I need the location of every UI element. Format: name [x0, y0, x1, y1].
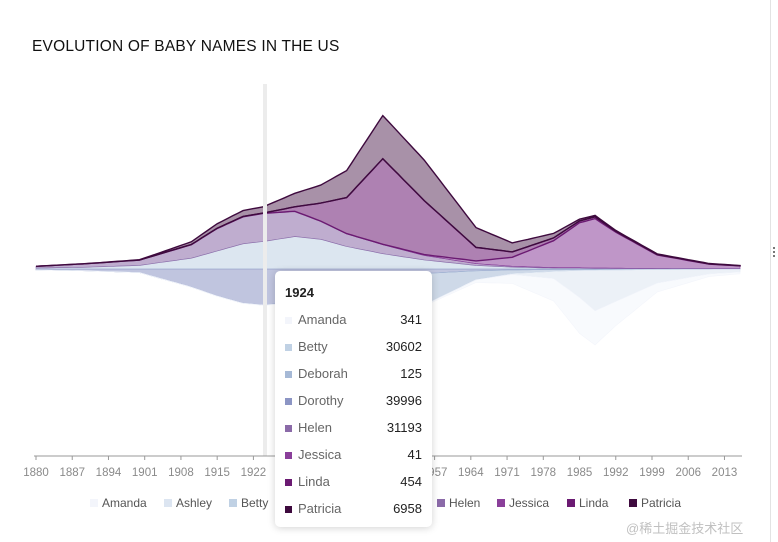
- legend-swatch-patricia[interactable]: [629, 499, 637, 507]
- tooltip-swatch-amanda: [285, 317, 292, 324]
- panel-divider: [770, 0, 771, 542]
- x-tick-label: 1887: [59, 467, 85, 479]
- tooltip-row: Helen 31193: [285, 419, 422, 437]
- x-tick-label: 1880: [23, 467, 49, 479]
- x-tick-label: 1894: [96, 467, 122, 479]
- tooltip-row: Dorothy 39996: [285, 392, 422, 410]
- tooltip-swatch-helen: [285, 425, 292, 432]
- tooltip-row-value: 30602: [385, 339, 422, 354]
- x-tick-label: 1999: [639, 467, 665, 479]
- legend-label[interactable]: Jessica: [509, 496, 549, 510]
- x-tick-label: 1901: [132, 467, 158, 479]
- tooltip-row-name: Betty: [298, 339, 328, 354]
- legend-label[interactable]: Betty: [241, 496, 268, 510]
- tooltip-row-name: Dorothy: [298, 393, 344, 408]
- tooltip-row-name: Linda: [298, 474, 330, 489]
- x-tick-label: 2013: [712, 467, 738, 479]
- tooltip-swatch-betty: [285, 344, 292, 351]
- legend-swatch-betty[interactable]: [229, 499, 237, 507]
- x-tick-label: 1922: [241, 467, 267, 479]
- legend-label[interactable]: Helen: [449, 496, 480, 510]
- tooltip-row-name: Deborah: [298, 366, 348, 381]
- area-amanda[interactable]: [35, 269, 741, 346]
- tooltip-row: Amanda 341: [285, 311, 422, 329]
- tooltip-swatch-dorothy: [285, 398, 292, 405]
- tooltip-row-value: 31193: [386, 420, 422, 435]
- tooltip-row-value: 454: [400, 474, 422, 489]
- tooltip-row-value: 341: [400, 312, 422, 327]
- tooltip-row-value: 39996: [385, 393, 422, 408]
- legend-swatch-jessica[interactable]: [497, 499, 505, 507]
- tooltip-row-value: 125: [400, 366, 422, 381]
- x-tick-label: 1915: [204, 467, 230, 479]
- legend-label[interactable]: Ashley: [176, 496, 212, 510]
- x-tick-label: 1992: [603, 467, 629, 479]
- chart-tooltip: 1924 Amanda 341 Betty 30602 Deborah 125 …: [275, 271, 432, 527]
- chart-title: EVOLUTION OF BABY NAMES IN THE US: [32, 38, 340, 55]
- x-tick-label: 1971: [494, 467, 520, 479]
- x-tick-label: 1964: [458, 467, 484, 479]
- tooltip-row-name: Amanda: [298, 312, 347, 327]
- legend-swatch-amanda[interactable]: [90, 499, 98, 507]
- legend-label[interactable]: Amanda: [102, 496, 147, 510]
- x-tick-label: 1978: [530, 467, 556, 479]
- area-patricia[interactable]: [35, 114, 741, 267]
- legend-label[interactable]: Patricia: [641, 496, 681, 510]
- tooltip-swatch-linda: [285, 479, 292, 486]
- resize-handle-dot[interactable]: [773, 247, 775, 249]
- tooltip-row: Betty 30602: [285, 338, 422, 356]
- resize-handle-dot[interactable]: [773, 251, 775, 253]
- tooltip-row-value: 6958: [393, 501, 422, 516]
- x-tick-label: 1908: [168, 467, 194, 479]
- tooltip-row: Linda 454: [285, 473, 422, 491]
- tooltip-row-name: Patricia: [298, 501, 342, 516]
- legend-swatch-linda[interactable]: [567, 499, 575, 507]
- tooltip-swatch-patricia: [285, 506, 292, 513]
- tooltip-row-name: Jessica: [298, 447, 342, 462]
- x-tick-label: 2006: [675, 467, 701, 479]
- tooltip-swatch-jessica: [285, 452, 292, 459]
- tooltip-row-value: 41: [407, 447, 422, 462]
- legend-swatch-ashley[interactable]: [164, 499, 172, 507]
- x-tick-label: 1985: [567, 467, 593, 479]
- tooltip-row-name: Helen: [298, 420, 332, 435]
- tooltip-row: Patricia 6958: [285, 500, 422, 518]
- tooltip-swatch-deborah: [285, 371, 292, 378]
- resize-handle-dot[interactable]: [773, 255, 775, 257]
- watermark: @稀土掘金技术社区: [626, 521, 744, 536]
- tooltip-row: Deborah 125: [285, 365, 422, 383]
- legend-swatch-helen[interactable]: [437, 499, 445, 507]
- stream-areas: [35, 114, 741, 346]
- tooltip-year: 1924: [285, 285, 314, 300]
- tooltip-row: Jessica 41: [285, 446, 422, 464]
- legend-label[interactable]: Linda: [579, 496, 609, 510]
